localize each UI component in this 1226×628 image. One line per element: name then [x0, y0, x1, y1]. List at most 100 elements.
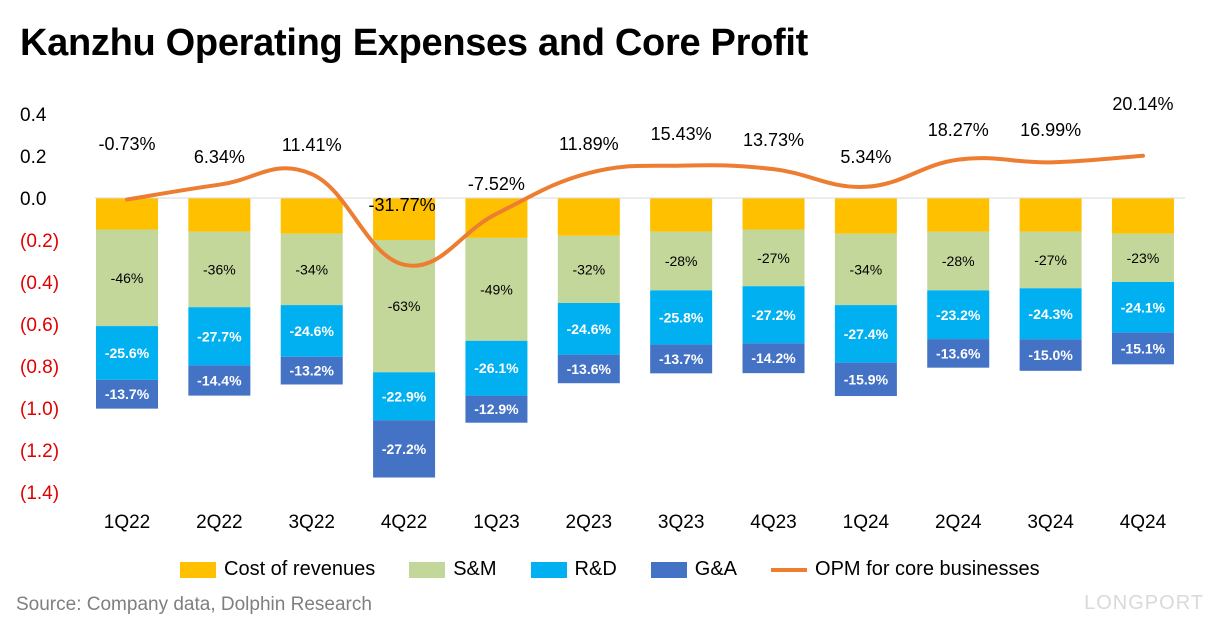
y-tick-label: 0.4: [20, 105, 47, 126]
sm-bar: [465, 237, 528, 341]
opm-data-label: 13.73%: [743, 130, 804, 150]
opm-data-label: 18.27%: [928, 120, 989, 140]
opm-data-label: 16.99%: [1020, 120, 1081, 140]
rd-bar: [742, 286, 805, 344]
ga-bar: [927, 339, 990, 368]
x-tick-label: 1Q24: [843, 512, 890, 533]
legend-swatch-sm: [409, 561, 446, 578]
rd-bar: [1019, 288, 1082, 340]
rd-bar: [188, 307, 251, 366]
x-tick-label: 1Q22: [104, 512, 150, 533]
sm-bar: [188, 231, 251, 308]
ga-bar: [650, 344, 713, 374]
bar-data-label: -15.0%: [1028, 347, 1073, 363]
bar-data-label: -24.3%: [1028, 306, 1073, 322]
cost-bar: [188, 198, 251, 232]
bar-data-label: -34%: [850, 261, 883, 277]
bar-data-label: -24.1%: [1121, 299, 1166, 315]
x-tick-label: 2Q22: [196, 512, 242, 533]
legend-label: S&M: [453, 558, 497, 580]
cost-bar: [834, 198, 897, 234]
chart-title: Kanzhu Operating Expenses and Core Profi…: [20, 22, 808, 64]
opm-data-label: 11.89%: [559, 134, 619, 154]
sm-bar: [834, 233, 897, 306]
rd-bar: [465, 340, 528, 396]
bar-data-label: -13.7%: [105, 386, 150, 402]
rd-bar: [280, 305, 343, 357]
bar-data-label: -46%: [111, 270, 144, 286]
bar-data-label: -13.7%: [659, 351, 704, 367]
y-tick-label: (0.2): [20, 231, 59, 252]
ga-bar: [557, 354, 620, 384]
bar-data-label: -63%: [388, 298, 421, 314]
opm-data-label: 20.14%: [1112, 94, 1173, 114]
legend-swatch-ga: [650, 561, 687, 578]
bar-data-label: -49%: [480, 281, 513, 297]
cost-bar: [927, 198, 990, 232]
legend-line-opm: [771, 567, 808, 572]
ga-bar: [742, 343, 805, 374]
legend-swatch-rd: [530, 561, 567, 578]
opm-line: [125, 153, 1145, 268]
source-note: Source: Company data, Dolphin Research: [16, 594, 372, 615]
opm-data-label: 11.41%: [282, 135, 342, 155]
ga-bar: [834, 362, 897, 397]
ga-bar: [188, 365, 251, 396]
bar-data-label: -28%: [665, 253, 698, 269]
bar-data-label: -28%: [942, 253, 975, 269]
bar-data-label: -36%: [203, 261, 236, 277]
y-tick-label: (1.2): [20, 441, 59, 462]
y-tick-label: 0.2: [20, 147, 46, 168]
rd-bar: [927, 290, 990, 340]
bar-data-label: -27.2%: [382, 441, 427, 457]
bar-data-label: -27%: [1034, 252, 1067, 268]
x-tick-label: 2Q23: [566, 512, 612, 533]
sm-bar: [280, 233, 343, 306]
cost-bar: [742, 198, 805, 230]
sm-bar: [96, 229, 158, 327]
cost-bar: [650, 198, 713, 232]
opm-data-label: -0.73%: [98, 134, 155, 154]
y-tick-label: (1.4): [20, 483, 59, 504]
y-tick-label: (0.8): [20, 357, 59, 378]
legend-item-cost: Cost of revenues: [180, 558, 375, 581]
bar-data-label: -26.1%: [474, 360, 519, 376]
opm-data-label: 15.43%: [651, 124, 712, 144]
x-tick-label: 4Q24: [1120, 512, 1167, 533]
rd-bar: [373, 372, 436, 421]
bar-data-label: -27.4%: [844, 326, 889, 342]
sm-bar: [742, 229, 805, 287]
cost-bar: [96, 198, 158, 230]
bar-data-label: -13.6%: [936, 345, 981, 361]
legend-item-sm: S&M: [409, 558, 497, 581]
bar-data-label: -25.8%: [659, 309, 704, 325]
legend-item-opm: OPM for core businesses: [771, 558, 1040, 581]
ga-bar: [1111, 332, 1174, 365]
cost-bar: [373, 198, 436, 240]
y-tick-label: (0.4): [20, 273, 59, 294]
sm-bar: [927, 231, 990, 291]
legend-label: R&D: [574, 558, 617, 580]
ga-bar: [373, 420, 436, 478]
bar-data-label: -23%: [1127, 250, 1160, 266]
ga-bar: [96, 379, 158, 409]
legend-label: Cost of revenues: [224, 558, 376, 580]
rd-bar: [96, 326, 158, 380]
brand-watermark: LONGPORT: [1084, 592, 1204, 614]
sm-bar: [1111, 233, 1174, 282]
bar-data-label: -14.2%: [751, 350, 796, 366]
opm-data-label: -31.77%: [369, 195, 436, 215]
y-tick-label: (1.0): [20, 399, 59, 420]
bar-data-label: -14.4%: [197, 372, 242, 388]
sm-bar: [650, 231, 713, 291]
ga-bar: [465, 395, 528, 423]
rd-bar: [650, 290, 713, 345]
bar-data-label: -23.2%: [936, 307, 981, 323]
legend: Cost of revenues S&M R&D G&A OPM for cor…: [180, 558, 1040, 581]
bar-data-label: -27%: [757, 250, 790, 266]
ga-bar: [1019, 339, 1082, 371]
x-tick-label: 2Q24: [935, 512, 982, 533]
bar-data-label: -27.2%: [751, 307, 796, 323]
